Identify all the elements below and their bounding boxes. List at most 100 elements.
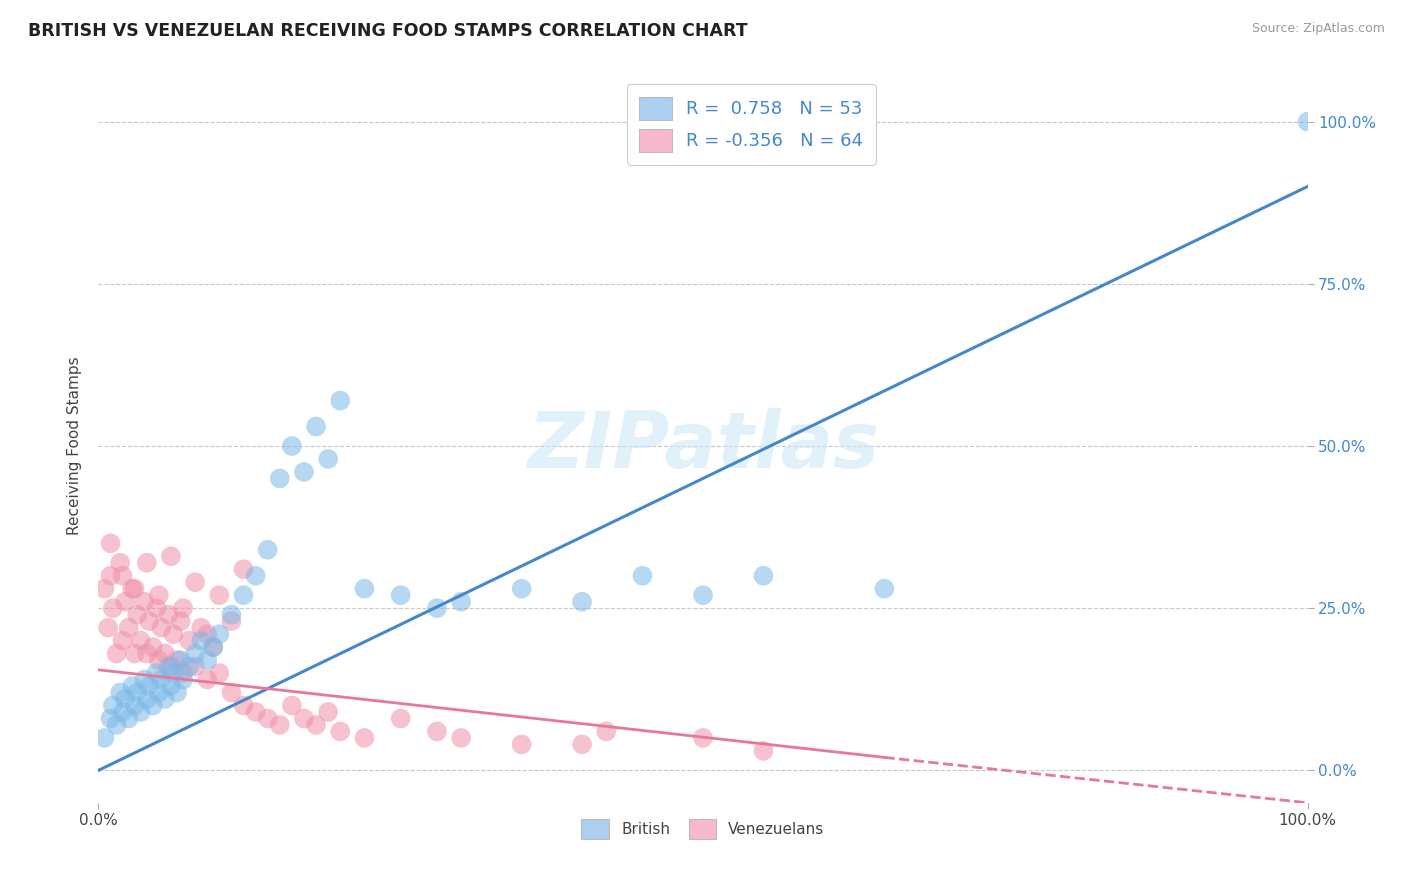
Y-axis label: Receiving Food Stamps: Receiving Food Stamps xyxy=(67,357,83,535)
Point xyxy=(873,582,896,596)
Point xyxy=(202,640,225,654)
Point xyxy=(281,698,304,713)
Point xyxy=(202,640,225,654)
Point xyxy=(100,711,122,725)
Point xyxy=(93,582,115,596)
Point xyxy=(108,685,131,699)
Point xyxy=(269,718,291,732)
Point xyxy=(153,692,176,706)
Point xyxy=(208,627,231,641)
Point xyxy=(134,595,156,609)
Point xyxy=(172,666,194,681)
Point xyxy=(571,738,593,752)
Point xyxy=(692,588,714,602)
Point xyxy=(100,536,122,550)
Point xyxy=(145,601,167,615)
Point xyxy=(571,595,593,609)
Point xyxy=(157,659,180,673)
Point xyxy=(292,711,315,725)
Point xyxy=(221,614,243,628)
Point xyxy=(184,575,207,590)
Point xyxy=(145,666,167,681)
Point xyxy=(148,653,170,667)
Point xyxy=(172,601,194,615)
Point xyxy=(510,582,533,596)
Point xyxy=(142,640,165,654)
Point xyxy=(160,659,183,673)
Point xyxy=(101,698,124,713)
Point xyxy=(1296,114,1319,128)
Point xyxy=(111,568,134,582)
Point xyxy=(166,653,188,667)
Point xyxy=(450,595,472,609)
Point xyxy=(450,731,472,745)
Point xyxy=(169,653,191,667)
Point xyxy=(329,393,352,408)
Point xyxy=(232,698,254,713)
Point xyxy=(148,685,170,699)
Point xyxy=(97,621,120,635)
Point xyxy=(150,673,173,687)
Point xyxy=(124,647,146,661)
Point xyxy=(195,673,218,687)
Point xyxy=(114,692,136,706)
Point xyxy=(129,705,152,719)
Point xyxy=(190,633,212,648)
Point xyxy=(179,659,201,673)
Point xyxy=(426,724,449,739)
Point xyxy=(292,465,315,479)
Point xyxy=(232,588,254,602)
Point xyxy=(114,595,136,609)
Point xyxy=(121,582,143,596)
Point xyxy=(101,601,124,615)
Point xyxy=(389,711,412,725)
Point xyxy=(134,673,156,687)
Point xyxy=(692,731,714,745)
Point xyxy=(316,452,339,467)
Point xyxy=(221,685,243,699)
Point xyxy=(190,621,212,635)
Legend: British, Venezuelans: British, Venezuelans xyxy=(575,814,831,845)
Point xyxy=(142,698,165,713)
Point xyxy=(184,647,207,661)
Text: ZIPatlas: ZIPatlas xyxy=(527,408,879,484)
Point xyxy=(510,738,533,752)
Point xyxy=(245,705,267,719)
Point xyxy=(118,711,141,725)
Point xyxy=(138,614,160,628)
Point xyxy=(129,633,152,648)
Point xyxy=(127,685,149,699)
Point xyxy=(353,582,375,596)
Point xyxy=(595,724,617,739)
Point xyxy=(150,621,173,635)
Point xyxy=(752,568,775,582)
Point xyxy=(111,633,134,648)
Point xyxy=(138,679,160,693)
Point xyxy=(135,556,157,570)
Point xyxy=(108,556,131,570)
Point xyxy=(256,542,278,557)
Point xyxy=(160,549,183,564)
Point xyxy=(169,614,191,628)
Point xyxy=(124,582,146,596)
Point xyxy=(179,633,201,648)
Point xyxy=(124,698,146,713)
Point xyxy=(256,711,278,725)
Point xyxy=(353,731,375,745)
Point xyxy=(118,621,141,635)
Text: Source: ZipAtlas.com: Source: ZipAtlas.com xyxy=(1251,22,1385,36)
Point xyxy=(153,647,176,661)
Point xyxy=(135,692,157,706)
Point xyxy=(135,647,157,661)
Point xyxy=(172,673,194,687)
Point xyxy=(305,419,328,434)
Point xyxy=(195,653,218,667)
Point xyxy=(157,607,180,622)
Point xyxy=(269,471,291,485)
Point xyxy=(389,588,412,602)
Point xyxy=(100,568,122,582)
Point xyxy=(316,705,339,719)
Point xyxy=(221,607,243,622)
Point xyxy=(281,439,304,453)
Point xyxy=(184,659,207,673)
